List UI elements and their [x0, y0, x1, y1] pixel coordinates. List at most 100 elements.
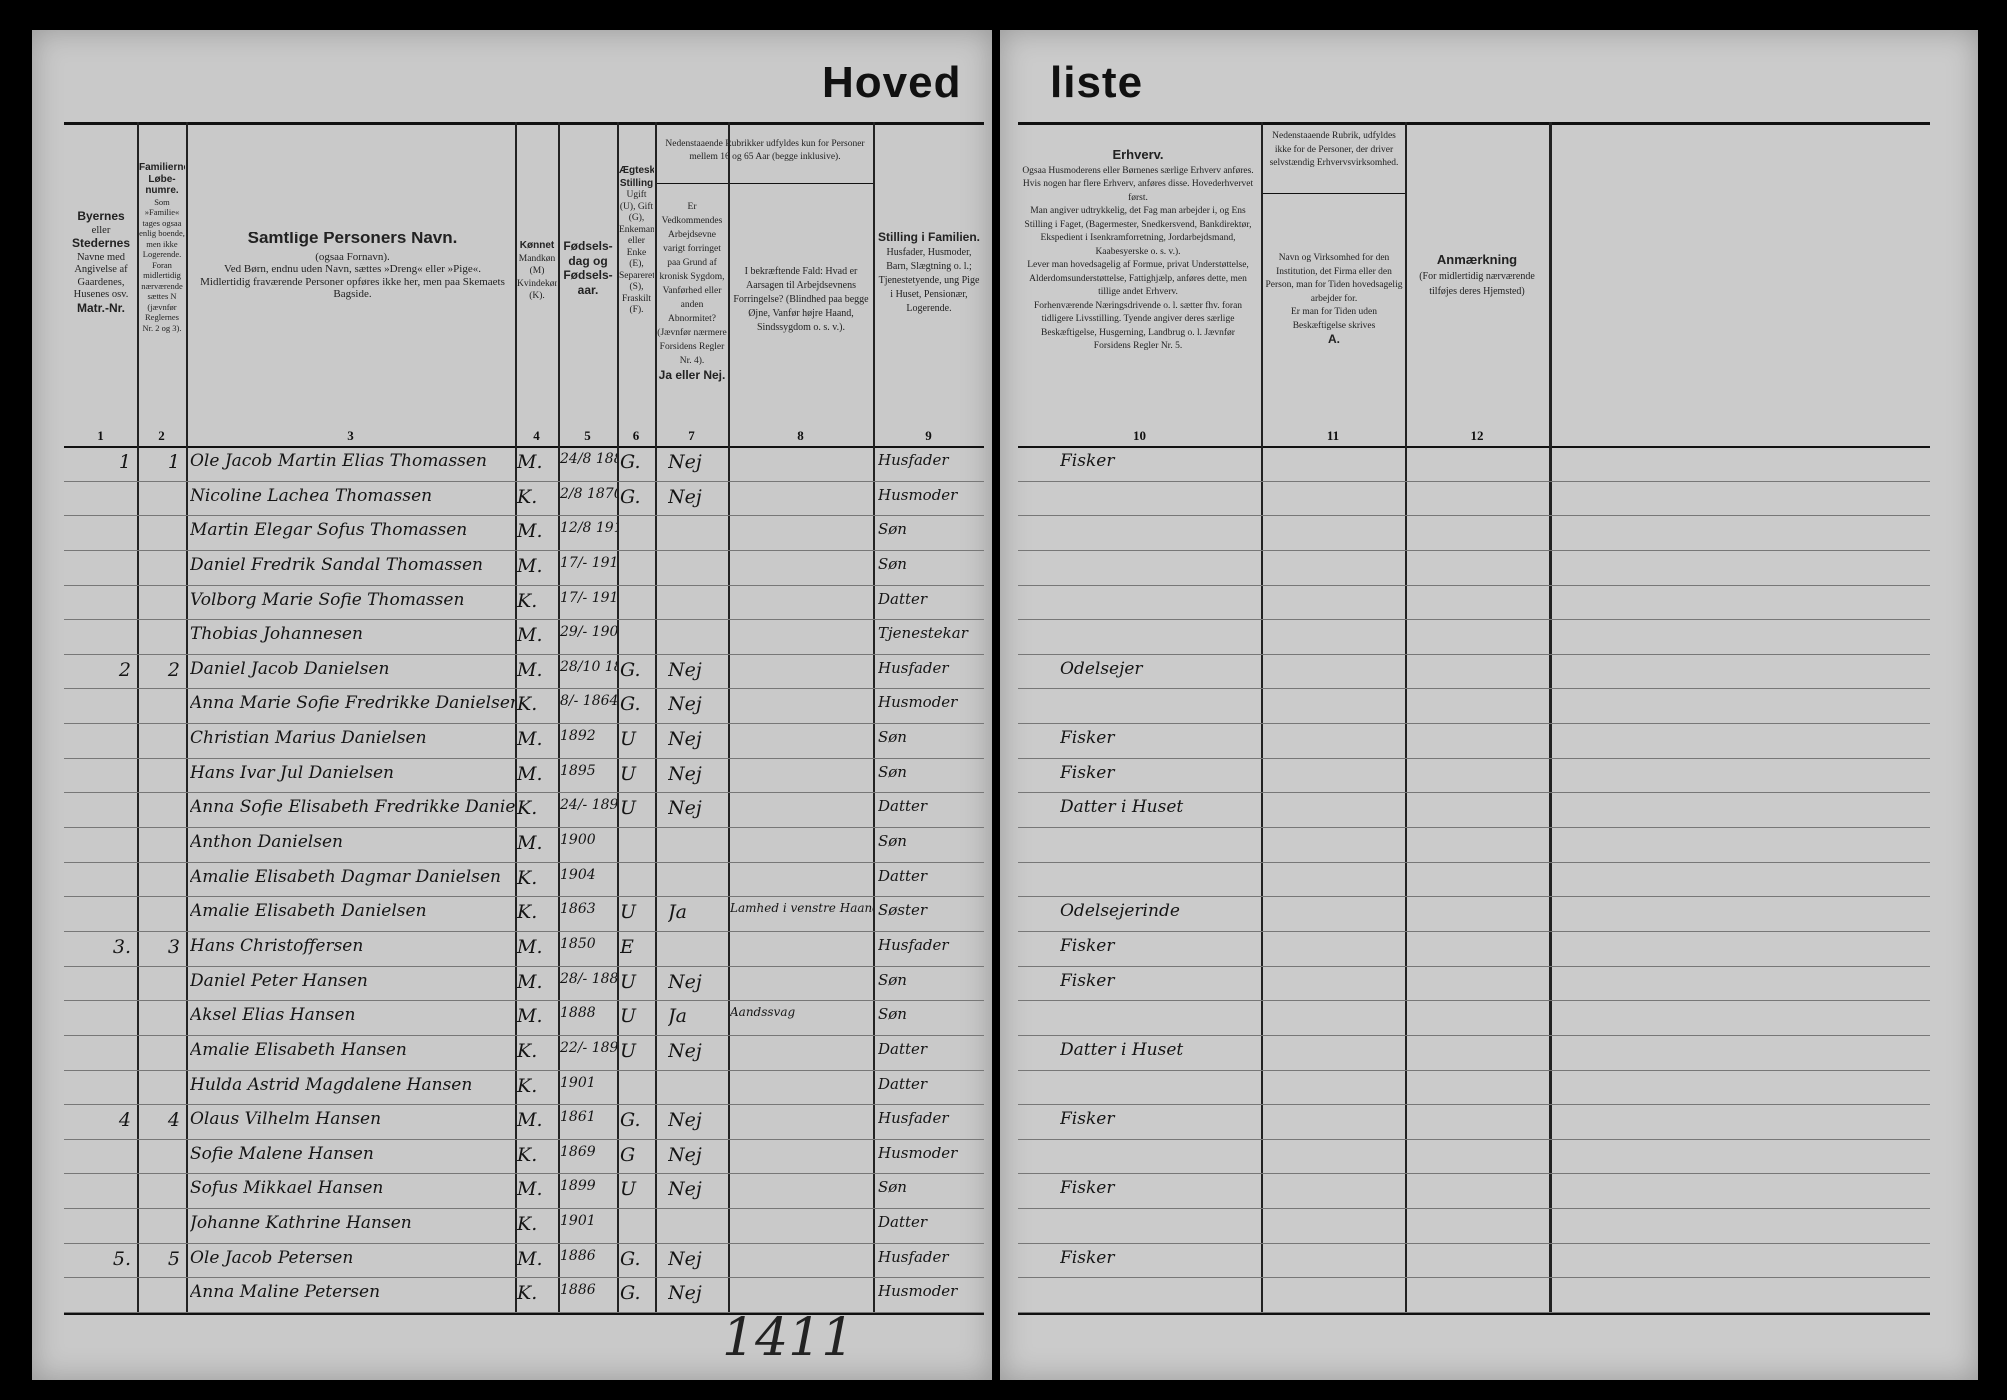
row-rule	[64, 1070, 984, 1071]
birth-date: 22/- 1896	[560, 1040, 617, 1056]
left-page	[32, 30, 992, 1380]
family-number: 5.	[112, 1248, 131, 1270]
family-position: Søn	[878, 520, 907, 538]
marital-status: G.	[620, 1282, 641, 1304]
family-serial: 5	[167, 1248, 180, 1270]
row-rule	[64, 515, 984, 516]
row-rule	[64, 827, 984, 828]
header-bottom-rule	[64, 446, 984, 448]
row-rule	[1018, 1173, 1930, 1174]
sex: M.	[517, 763, 543, 785]
row-rule	[1018, 515, 1930, 516]
marital-status: U	[620, 763, 637, 785]
family-number: 4	[118, 1109, 131, 1131]
header-col2: Familiernes Løbe-numre.Som »Familie« tag…	[139, 162, 185, 333]
archive-number-stamp: 1411	[722, 1308, 855, 1368]
work-ability: Nej	[668, 971, 702, 993]
family-number: 3.	[112, 936, 131, 958]
work-ability: Nej	[668, 1109, 702, 1131]
birth-date: 1899	[560, 1178, 596, 1194]
title-hoved: Hoved	[822, 58, 962, 107]
column-divider	[873, 122, 875, 1312]
person-name: Amalie Elisabeth Danielsen	[190, 901, 427, 921]
column-number-1: 1	[97, 428, 104, 443]
row-rule	[64, 654, 984, 655]
sex: K.	[517, 1144, 538, 1166]
table-bottom-rule	[64, 1312, 984, 1315]
family-position: Søn	[878, 728, 907, 746]
sex: K.	[517, 1040, 538, 1062]
birth-date: 1895	[560, 763, 596, 779]
work-ability: Nej	[668, 1144, 702, 1166]
column-divider	[1261, 122, 1263, 1312]
column-number-4: 4	[533, 428, 540, 443]
family-position: Søn	[878, 1005, 907, 1023]
person-name: Anna Maline Petersen	[190, 1282, 381, 1302]
row-rule	[64, 1312, 984, 1313]
header-col11-top: Nedenstaaende Rubrik, udfyldes ikke for …	[1269, 131, 1399, 168]
birth-date: 1904	[560, 867, 596, 883]
birth-date: 28/10 1868	[560, 659, 617, 675]
family-position: Husfader	[878, 1248, 949, 1266]
family-position: Søn	[878, 763, 907, 781]
sex: M.	[517, 624, 543, 646]
family-position: Datter	[878, 1040, 928, 1058]
sex: M.	[517, 451, 543, 473]
sex: K.	[517, 486, 538, 508]
family-position: Datter	[878, 797, 928, 815]
marital-status: E	[620, 936, 634, 958]
person-name: Daniel Fredrik Sandal Thomassen	[190, 555, 484, 575]
family-position: Datter	[878, 1213, 928, 1231]
work-ability: Nej	[668, 1248, 702, 1270]
sex: M.	[517, 1248, 543, 1270]
occupation: Fisker	[1060, 1178, 1115, 1198]
sex: K.	[517, 590, 538, 612]
header-col3: Samtlige Personers Navn. (ogsaa Fornavn).…	[200, 232, 505, 300]
birth-date: 24/8 1887	[560, 451, 617, 467]
column-number-5: 5	[584, 428, 591, 443]
sex: M.	[517, 728, 543, 750]
birth-date: 1901	[560, 1213, 596, 1229]
occupation: Fisker	[1060, 1248, 1115, 1268]
row-rule	[64, 1208, 984, 1209]
row-rule	[1018, 862, 1930, 863]
family-position: Husmoder	[878, 1144, 958, 1162]
row-rule	[64, 1139, 984, 1140]
row-rule	[1018, 619, 1930, 620]
marital-status: G.	[620, 1109, 641, 1131]
sex: K.	[517, 1213, 538, 1235]
column-number-3: 3	[347, 428, 354, 443]
row-rule	[1018, 1035, 1930, 1036]
sex: K.	[517, 867, 538, 889]
row-rule	[64, 723, 984, 724]
birth-date: 2/8 1870	[560, 486, 617, 502]
family-position: Husfader	[878, 936, 949, 954]
row-rule	[1018, 1312, 1930, 1313]
row-rule	[1018, 688, 1930, 689]
row-rule	[64, 1277, 984, 1278]
person-name: Sofie Malene Hansen	[190, 1144, 374, 1164]
family-serial: 1	[167, 451, 180, 473]
row-rule	[64, 931, 984, 932]
birth-date: 1901	[560, 1075, 596, 1091]
column-number-9: 9	[925, 428, 932, 443]
row-rule	[64, 1243, 984, 1244]
person-name: Thobias Johannesen	[190, 624, 363, 644]
work-ability: Nej	[668, 1178, 702, 1200]
family-serial: 2	[167, 659, 180, 681]
birth-date: 1892	[560, 728, 596, 744]
family-number: 2	[118, 659, 131, 681]
sex: M.	[517, 832, 543, 854]
row-rule	[64, 966, 984, 967]
column-number-7: 7	[688, 428, 695, 443]
marital-status: U	[620, 728, 637, 750]
row-rule	[64, 1173, 984, 1174]
header-col11: Navn og Virksomhed for den Institution, …	[1265, 253, 1403, 346]
marital-status: G.	[620, 659, 641, 681]
header-col7: Er Vedkommendes Arbejdsevne varigt forri…	[657, 202, 727, 382]
header-col10: Erhverv. Ogsaa Husmoderens eller Børnenes…	[1022, 148, 1254, 351]
sex: K.	[517, 1075, 538, 1097]
family-position: Husfader	[878, 451, 949, 469]
sex: M.	[517, 1109, 543, 1131]
row-rule	[1018, 931, 1930, 932]
